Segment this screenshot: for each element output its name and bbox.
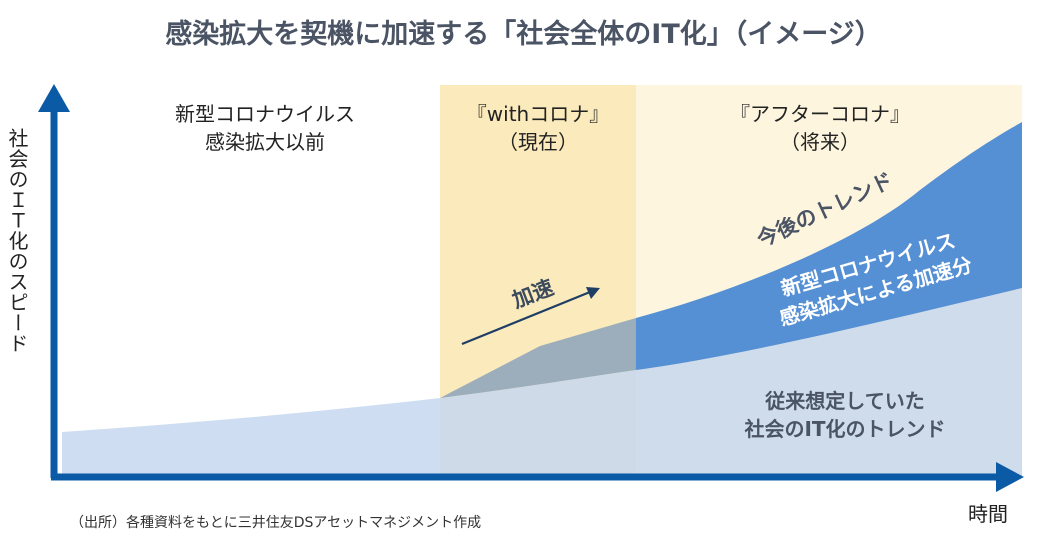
x-axis-arrowhead [996,462,1024,492]
x-axis-label: 時間 [968,502,1008,526]
source-note: （出所）各種資料をもとに三井住友DSアセットマネジメント作成 [70,515,482,531]
baseline-trend-label: 従来想定していた 社会のIT化のトレンド [720,387,970,443]
era-label-line: （将来） [780,130,860,154]
era-label-line: 『withコロナ』 [466,102,610,126]
acceleration-arrow [461,290,591,346]
era-label-line: 『アフターコロナ』 [730,102,910,126]
era-label-line: （現在） [498,130,578,154]
era-label-with-corona: 『withコロナ』 （現在） [440,100,636,156]
era-label-after-corona: 『アフターコロナ』 （将来） [700,100,940,156]
with-corona-acceleration-area [440,318,636,398]
era-label-pre-covid: 新型コロナウイルス 感染拡大以前 [145,100,385,156]
baseline-trend-label-line: 社会のIT化のトレンド [744,417,946,441]
era-label-line: 新型コロナウイルス [175,102,355,126]
covid-boost-area [636,122,1022,370]
page-title: 感染拡大を契機に加速する「社会全体のIT化」（イメージ） [165,19,882,50]
y-axis-label: 社会のＩＴ化のスピード [5,128,29,354]
y-axis-arrowhead [38,84,70,112]
baseline-trend-area [62,288,1022,477]
baseline-trend-label-line: 従来想定していた [765,389,925,413]
acceleration-arrowhead [586,287,600,299]
era-label-line: 感染拡大以前 [205,130,325,154]
